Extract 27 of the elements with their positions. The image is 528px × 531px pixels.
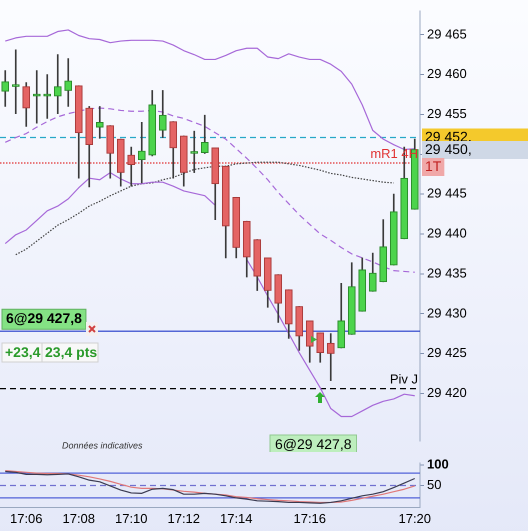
- y-tick-label: 100: [427, 456, 449, 472]
- y-tick-label: 29 420: [427, 384, 467, 400]
- y-tick-label: 29 465: [427, 26, 467, 42]
- x-tick-label: 17:06: [10, 510, 43, 526]
- annotation: 23,4 pts: [45, 344, 98, 360]
- y-tick-label: 29 430: [427, 305, 467, 320]
- line-series: [4, 107, 416, 273]
- annotation: Données indicatives: [62, 440, 144, 450]
- y-tick-label: 29 435: [427, 265, 467, 280]
- annotation: +23,4: [5, 344, 41, 360]
- ref-line-label: 6@29 427,8: [6, 310, 82, 326]
- x-tick-label: 17:20: [398, 510, 432, 526]
- x-tick-label: 17:12: [167, 510, 200, 526]
- y-tick-label: 29 445: [427, 186, 467, 201]
- y-tick-label: 29 425: [427, 345, 467, 360]
- y-tick-label: 29 455: [427, 106, 467, 121]
- y-tick-label: 29 460: [427, 66, 467, 82]
- annotation: 6@29 427,8: [275, 436, 352, 452]
- y-tick-label: 50: [427, 477, 442, 492]
- x-tick-label: 17:08: [62, 510, 96, 526]
- y-tick-label: 29 440: [427, 226, 467, 241]
- text: 29 450,: [425, 140, 472, 157]
- ref-line-label: Piv J: [390, 372, 418, 387]
- x-tick-label: 17:16: [293, 510, 326, 526]
- text: 1T: [425, 158, 442, 174]
- x-tick-label: 17:10: [114, 510, 148, 526]
- x-tick-label: 17:14: [220, 510, 253, 526]
